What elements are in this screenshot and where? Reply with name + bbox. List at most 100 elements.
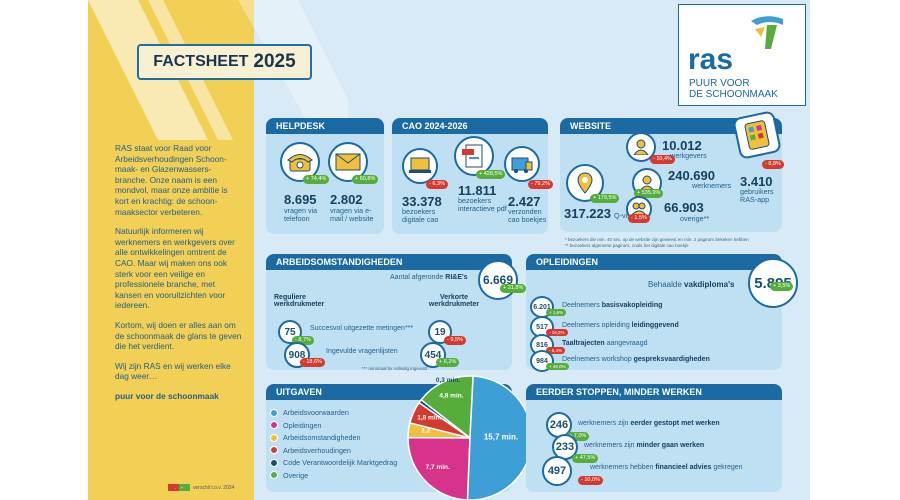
opleidingen-row-label: Deelnemers opleiding leidinggevend	[562, 322, 679, 329]
helpdesk-phone-value: 8.695	[284, 192, 317, 207]
website-employees-label: werknemers	[692, 181, 732, 190]
cao-pdf-value: 11.811	[458, 183, 497, 198]
legend-swatch	[270, 408, 278, 417]
right-margin	[810, 0, 900, 500]
legend-swatch	[270, 446, 278, 454]
website-footnote: ** bezoekers algemene pagina's, zoals he…	[565, 243, 689, 248]
website-qvisits-value: 317.223	[564, 206, 611, 221]
website-other-change: - 1,5%	[628, 214, 650, 223]
logo-subtitle: PUUR VOOR DE SCHOONMAAK	[689, 78, 778, 100]
website-footnote: * bezoekers die min. 40 sec. op de websi…	[565, 237, 749, 242]
eerder-row-value: 497	[542, 456, 572, 486]
opleidingen-diploma-label: Behaalde vakdiploma's	[648, 280, 735, 289]
opleidingen-row-change: - 16,2%	[546, 329, 568, 336]
website-employers-change: - 10,4%	[650, 155, 675, 164]
eerder-row-label: werknemers zijn eerder gestopt met werke…	[578, 420, 720, 427]
opleidingen-row-label: Taaltrajecten aangevraagd	[562, 340, 648, 347]
eerder-row-label: werknemers hebben financieel advies gekr…	[590, 464, 743, 471]
uitgaven-legend-item: Code Verantwoordelijk Marktgedrag	[270, 458, 397, 467]
intro-text: RAS staat voor Raad voor Arbeidsverhoudi…	[115, 143, 243, 410]
arbo-rie-change: + 31,8%	[500, 284, 527, 293]
cao-digital-value: 33.378	[402, 194, 442, 209]
cao-digital-label: bezoekers digitale cao	[402, 207, 439, 224]
legend-swatch	[270, 471, 278, 479]
website-app-change: - 8,8%	[762, 160, 784, 169]
phone-icon	[280, 142, 320, 182]
legend-swatch	[270, 421, 278, 429]
legend-swatch	[270, 458, 278, 467]
helpdesk-mail-label: vragen via e-mail / website	[330, 206, 374, 223]
helpdesk-phone-label: vragen via telefoon	[284, 206, 318, 223]
logo-mark-icon	[751, 16, 783, 49]
website-other-value: 66.903	[664, 200, 704, 215]
website-employees-change: + 535,9%	[634, 189, 664, 198]
website-app-value: 3.410	[740, 174, 773, 189]
intro-paragraph: RAS staat voor Raad voor Arbeidsverhoudi…	[115, 143, 228, 217]
intro-paragraph: Wij zijn RAS en wij werken elke dag weer…	[115, 360, 231, 382]
location-pin-icon	[566, 164, 604, 202]
opleidingen-row-change: + 46,0%	[546, 363, 569, 370]
arbo-row2-change2: + 6,2%	[436, 358, 460, 367]
eerder-row-change: + 47,5%	[572, 454, 599, 463]
helpdesk-title: HELPDESK	[266, 118, 384, 134]
intro-tagline: puur voor de schoonmaak	[115, 390, 219, 401]
uitgaven-legend-item: Overige	[270, 471, 308, 480]
pie-slice-label: 1,2	[421, 427, 430, 434]
cao-pdf-label: bezoekers interactieve pdf	[458, 196, 507, 213]
pie-slice-label: 0,3 min.	[436, 377, 460, 384]
arbo-title: ARBEIDSOMSTANDIGHEDEN	[266, 254, 512, 270]
pie-slice	[420, 375, 474, 440]
uitgaven-legend-item: Arbeidsverhoudingen	[270, 446, 351, 455]
pdf-icon	[454, 136, 494, 176]
mail-icon	[328, 142, 368, 182]
cao-digital-change: - 6,3%	[426, 180, 448, 189]
eerder-row-value: 246	[546, 412, 572, 438]
factsheet-title: FACTSHEET 2025	[137, 44, 312, 80]
website-other-label: overige**	[680, 214, 710, 223]
opleidingen-title: OPLEIDINGEN	[526, 254, 782, 270]
difference-flag-icon: - +	[168, 484, 190, 491]
helpdesk-phone-change: + 74,4%	[303, 175, 330, 184]
helpdesk-mail-value: 2.802	[330, 192, 363, 207]
arbo-row1-label: Succesvol uitgezette metingen***	[310, 325, 414, 332]
website-app-label: gebruikers RAS-app	[740, 187, 774, 204]
website-qvisits-change: + 179,5%	[590, 194, 620, 203]
opleidingen-row-change: + 1,6%	[546, 309, 567, 316]
pie-slice-label: 4,8 min.	[439, 392, 463, 399]
arbo-row2-label: Ingevulde vragenlijsten	[326, 348, 398, 355]
arbo-rie-value: 6.669	[478, 260, 518, 300]
arbo-row1-change2: - 9,5%	[444, 336, 466, 345]
website-employers-label: werkgevers	[670, 151, 707, 160]
cao-booklets-label: verzonden cao boekjes	[508, 207, 547, 224]
website-title: WEBSITE	[560, 118, 782, 134]
footer-legend: - + verschil t.o.v. 2024	[168, 484, 234, 491]
cao-booklets-value: 2.427	[508, 194, 541, 209]
arbo-rie-label: Aantal afgeronde RI&E's	[390, 274, 468, 281]
arbo-row1-value2: 19	[428, 320, 452, 344]
arbo-footnote: *** minimaal 5x volledig ingevuld	[362, 366, 428, 371]
ras-app-phone-icon	[732, 110, 782, 160]
eerder-title: EERDER STOPPEN, MINDER WERKEN	[526, 384, 782, 400]
website-employers-value: 10.012	[662, 138, 702, 153]
cao-title: CAO 2024-2026	[392, 118, 548, 134]
eerder-row-change: - 10,0%	[578, 476, 603, 485]
logo-name: ras	[688, 43, 734, 76]
arbo-col-regular: Reguliere werkdrukmeter	[274, 294, 325, 308]
opleidingen-row-label: Deelnemers basisvakopleiding	[562, 302, 663, 309]
intro-paragraph: Kortom, wij doen er alles aan om de scho…	[115, 319, 242, 352]
cao-pdf-change: + 428,5%	[476, 170, 506, 179]
opleidingen-diploma-change: + 3,5%	[770, 282, 794, 291]
cao-booklet-icon	[504, 146, 540, 182]
opleidingen-row-label: Deelnemers workshop gespreksvaardigheden	[562, 356, 710, 363]
opleidingen-row-change: - 5,4%	[546, 347, 566, 354]
pie-slice-label: 15,7 min.	[484, 432, 518, 441]
digital-cao-icon	[402, 148, 438, 184]
uitgaven-legend-item: Arbeidsomstandigheden	[270, 433, 361, 442]
eerder-row-label: werknemers zijn minder gaan werken	[584, 442, 705, 449]
helpdesk-mail-change: + 60,8%	[352, 175, 379, 184]
uitgaven-legend-item: Opleidingen	[270, 421, 321, 430]
uitgaven-legend-item: Arbeidsvoorwaarden	[270, 408, 349, 417]
website-employees-value: 240.690	[668, 168, 715, 183]
uitgaven-pie-chart: 4,8 min. 0,3 min. 1,8 min. 1,2 7,7 min. 15,7 …	[407, 375, 533, 500]
